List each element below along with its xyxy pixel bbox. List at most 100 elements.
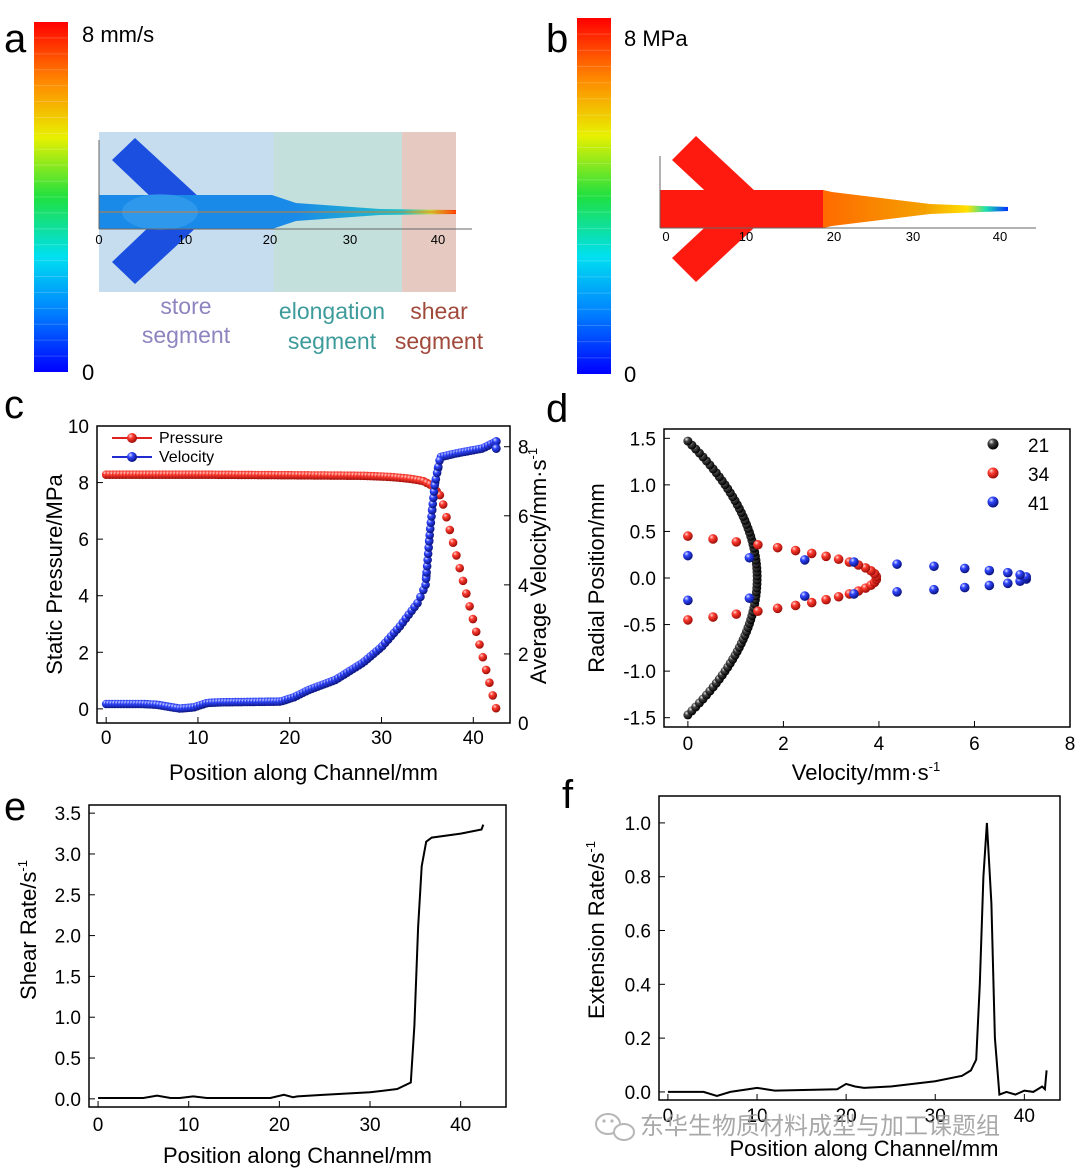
colorbar-min-label: 0 — [624, 362, 636, 387]
x-axis-label: Position along Channel/mm — [729, 1136, 998, 1161]
data-point — [821, 594, 831, 605]
data-point — [427, 512, 436, 521]
data-point — [984, 565, 995, 576]
legend-marker — [987, 438, 999, 450]
colorbar-max-label: 8 mm/s — [82, 22, 154, 47]
extension-rate-line — [667, 822, 1048, 1098]
shear-rate-line — [98, 824, 485, 1099]
y-tick-label: 2 — [78, 643, 89, 664]
data-point — [1002, 567, 1013, 578]
chart-d-velocity-profiles: 0 2 4 6 8 1.5 1.0 0.5 0.0 -0.5 -1.0 -1.5 Velocity/mm… — [584, 428, 1076, 785]
y-tick-label: 0.6 — [625, 922, 651, 943]
data-point — [683, 615, 693, 625]
y-tick-label: 6 — [78, 530, 89, 551]
data-point — [806, 597, 817, 608]
y-tick-label: 0.8 — [625, 868, 651, 889]
data-point — [471, 627, 481, 637]
y-tick-label: 8 — [78, 474, 89, 495]
data-point — [959, 563, 970, 574]
legend-marker — [987, 467, 999, 479]
data-point — [892, 559, 902, 569]
data-point — [422, 568, 431, 577]
legend-marker — [127, 433, 137, 443]
data-point — [744, 593, 755, 604]
legend-entry: Velocity — [159, 449, 214, 466]
data-point — [790, 600, 801, 611]
x-axis-label: Velocity/mm·s-1 — [792, 759, 940, 785]
panel-a: a 8 mm/s 0 0 10 20 30 40 store segment e… — [4, 17, 484, 385]
data-point — [422, 561, 432, 571]
elongation-segment-label-line1: elongation — [279, 298, 385, 324]
sim-tick: 40 — [431, 232, 445, 247]
y-tick-label: 10 — [68, 417, 89, 438]
plot-frame — [663, 428, 1071, 728]
chart-c-pressure-velocity: 0 10 20 30 40 0 2 4 6 8 10 0 2 4 6 8 Position along Chan… — [42, 417, 551, 785]
y-tick-label: 0.4 — [625, 975, 652, 996]
legend-marker — [987, 496, 999, 508]
y-tick-label: 2.5 — [55, 886, 81, 907]
y-tick-label: 0.5 — [55, 1049, 81, 1070]
x-tick-label: 0 — [663, 1106, 674, 1127]
sim-tick: 30 — [906, 229, 920, 244]
data-point — [438, 500, 448, 509]
sim-tick: 20 — [827, 229, 841, 244]
y-right-axis-label: Average Velocity/mm·s-1 — [525, 448, 551, 684]
sim-tick: 10 — [178, 232, 192, 247]
data-point — [423, 555, 432, 565]
y-axis-label: Radial Position/mm — [584, 483, 609, 673]
sim-tick: 0 — [95, 232, 102, 247]
y-tick-label: 1.0 — [630, 476, 656, 497]
x-tick-label: 30 — [371, 728, 392, 749]
x-tick-label: 20 — [836, 1106, 857, 1127]
y-right-tick-label: 2 — [518, 645, 529, 666]
data-point — [421, 574, 431, 583]
x-tick-label: 40 — [463, 728, 484, 749]
data-point — [849, 589, 859, 599]
data-point — [429, 493, 438, 503]
data-point — [821, 551, 831, 562]
data-point — [1002, 578, 1013, 589]
data-point — [485, 678, 494, 687]
y-tick-label: 0.0 — [625, 1083, 651, 1104]
data-point — [683, 595, 693, 606]
y-tick-label: 0.0 — [630, 569, 656, 590]
sim-tick: 40 — [993, 229, 1007, 244]
x-axis-label: Position along Channel/mm — [163, 1143, 432, 1168]
x-tick-label: 40 — [450, 1115, 471, 1136]
y-right-tick-label: 8 — [518, 438, 529, 459]
data-point — [481, 665, 491, 675]
colorbar-bands — [577, 33, 611, 359]
data-point — [462, 589, 471, 598]
data-point — [753, 606, 763, 617]
data-point — [465, 602, 474, 611]
data-point — [892, 587, 902, 597]
x-tick-label: 8 — [1065, 734, 1076, 755]
y-right-tick-label: 6 — [518, 507, 529, 528]
y-axis-label: Extension Rate/s-1 — [583, 841, 609, 1019]
data-point — [772, 542, 783, 553]
data-point — [929, 584, 939, 595]
plot-frame — [658, 795, 1061, 1101]
plot-frame — [96, 425, 511, 724]
x-tick-label: 0 — [101, 728, 112, 749]
data-point — [425, 530, 434, 540]
sim-tick: 10 — [739, 229, 753, 244]
legend-entry: Pressure — [159, 430, 223, 447]
data-point — [491, 437, 501, 447]
x-tick-label: 20 — [279, 728, 300, 749]
data-point — [959, 582, 970, 593]
data-point — [468, 614, 478, 624]
shear-segment-label-line2: segment — [395, 328, 484, 354]
data-point — [1015, 570, 1025, 580]
y-tick-label: 4 — [78, 587, 89, 608]
chart-f-extension-rate: 0 10 20 30 40 0.0 0.2 0.4 0.6 0.8 1.0 Position alon… — [583, 795, 1061, 1161]
data-point — [790, 545, 801, 556]
y-right-tick-label: 0 — [518, 714, 529, 735]
data-point — [860, 563, 871, 573]
x-tick-label: 30 — [925, 1106, 946, 1127]
data-point — [731, 609, 742, 619]
x-tick-label: 4 — [874, 734, 885, 755]
x-tick-label: 10 — [746, 1106, 767, 1127]
y-tick-label: -1.5 — [623, 709, 656, 730]
